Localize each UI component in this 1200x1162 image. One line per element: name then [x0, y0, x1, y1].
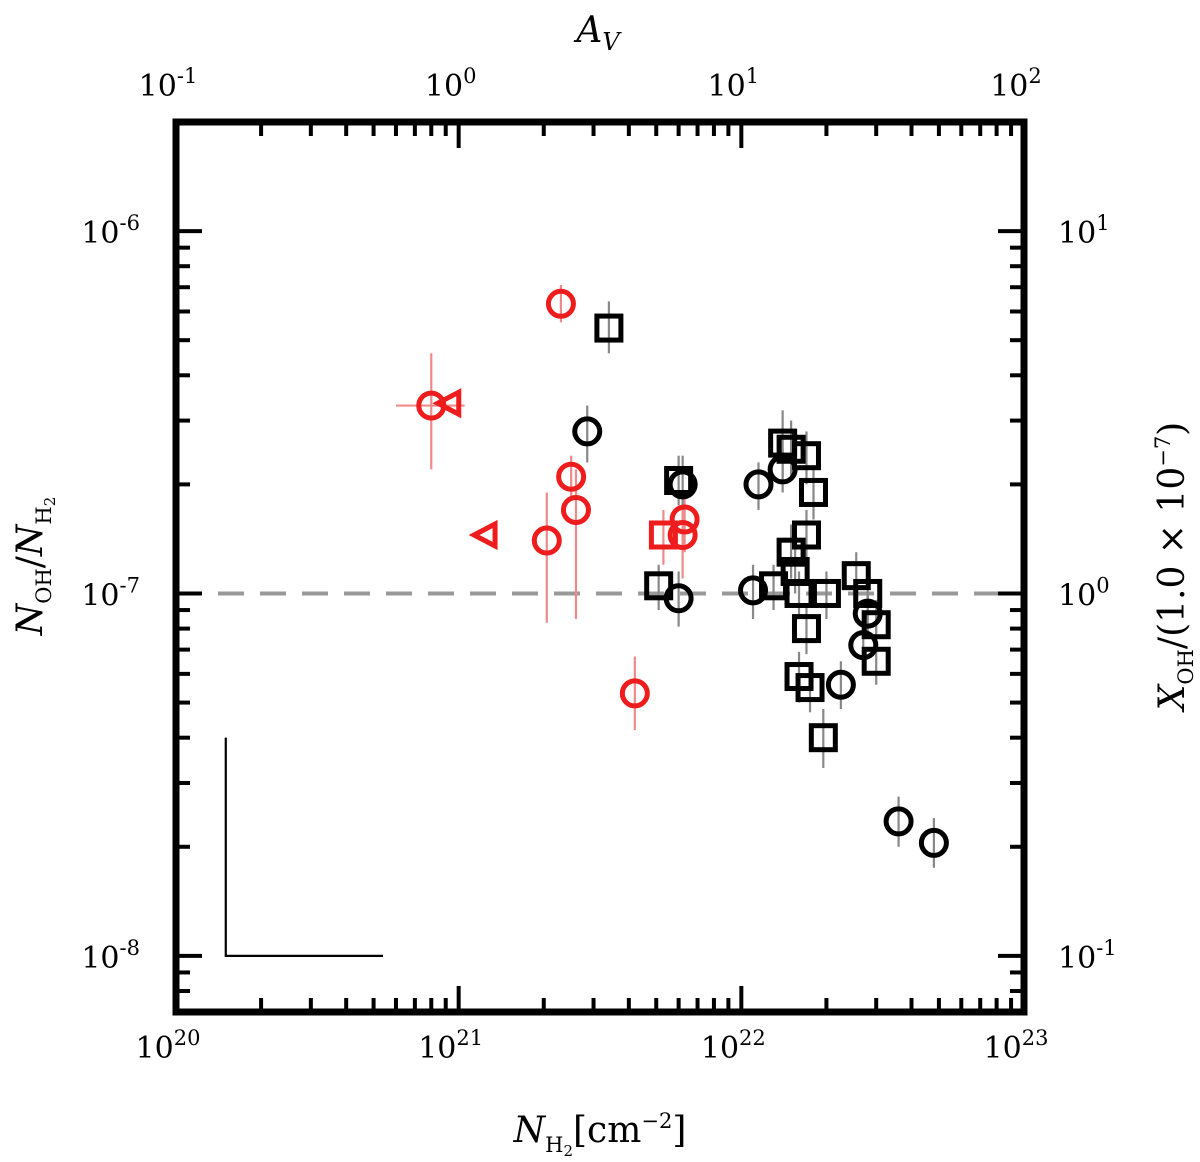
y-axis-title: NOH/NH2 [10, 497, 59, 637]
data-point-circle-red-5 [669, 504, 700, 535]
tick-labels-layer: 1020 1021 1022 1023 10-1 100 101 102 10-8 10-7 10-… [10, 10, 1198, 1160]
data-point-circle-red-0 [545, 288, 576, 319]
data-point-square-black-12 [811, 578, 841, 608]
top-tick-label-2: 101 [708, 64, 760, 104]
data-point-circle-black-10 [918, 827, 949, 858]
data-point-circle-red-6 [667, 519, 698, 550]
data-point-circle-red-4 [531, 525, 562, 556]
data-point-circle-black-9 [883, 806, 914, 837]
data-point-square-black-2 [644, 571, 674, 601]
data-point-square-red-0 [648, 520, 678, 550]
data-point-square-black-13 [791, 614, 821, 644]
scale-bar [224, 737, 384, 957]
data-point-square-black-8 [791, 520, 821, 550]
data-point-circle-black-6 [825, 669, 856, 700]
data-point-circle-red-2 [556, 461, 587, 492]
data-point-circle-black-1 [667, 469, 698, 500]
data-point-triangle-left-red-1 [468, 519, 498, 551]
data-point-square-black-7 [798, 477, 828, 507]
data-point-square-black-20 [861, 646, 891, 676]
data-point-square-black-11 [784, 578, 814, 608]
x-axis-title: NH2[cm−2] [513, 1109, 687, 1158]
right-tick-label-1: 100 [1058, 573, 1110, 613]
data-point-square-black-6 [791, 441, 821, 471]
top-tick-label-1: 100 [425, 64, 477, 104]
data-point-triangle-left-red-0 [432, 388, 462, 419]
data-point-square-black-15 [795, 673, 825, 703]
right-tick-label-0: 10-1 [1058, 936, 1117, 976]
data-point-circle-black-3 [743, 469, 774, 500]
plot-frame [172, 118, 1028, 1016]
right-tick-label-2: 101 [1058, 211, 1110, 251]
data-point-circle-red-3 [560, 494, 591, 525]
error-bars-layer [395, 284, 935, 868]
data-point-circle-black-4 [738, 575, 769, 606]
top-tick-label-0: 10-1 [139, 64, 198, 104]
scale-bar-layer [224, 737, 384, 957]
data-point-square-black-19 [861, 610, 891, 640]
axes-frame-layer [172, 118, 1028, 1016]
markers-layer [416, 288, 949, 858]
data-point-square-black-5 [776, 434, 806, 464]
top-tick-label-3: 102 [990, 64, 1042, 104]
data-point-circle-black-0 [572, 416, 603, 447]
data-point-square-black-9 [776, 537, 806, 567]
x-tick-label-0: 1020 [136, 1026, 201, 1066]
right-axis-title: XOH/(1.0 × 10−7) [1151, 422, 1198, 713]
top-axis-title: AV [573, 10, 622, 56]
y-tick-label-1: 10-7 [81, 573, 140, 613]
x-tick-label-1: 1021 [418, 1026, 483, 1066]
x-tick-label-3: 1023 [984, 1026, 1049, 1066]
data-point-square-black-1 [664, 466, 694, 496]
data-point-square-black-18 [853, 578, 883, 608]
data-point-circle-red-7 [619, 678, 650, 709]
y-tick-label-0: 10-8 [81, 936, 140, 976]
data-point-square-black-16 [808, 723, 838, 753]
x-tick-label-2: 1022 [701, 1026, 766, 1066]
y-tick-label-2: 10-6 [81, 211, 140, 251]
data-point-square-black-0 [594, 313, 624, 343]
